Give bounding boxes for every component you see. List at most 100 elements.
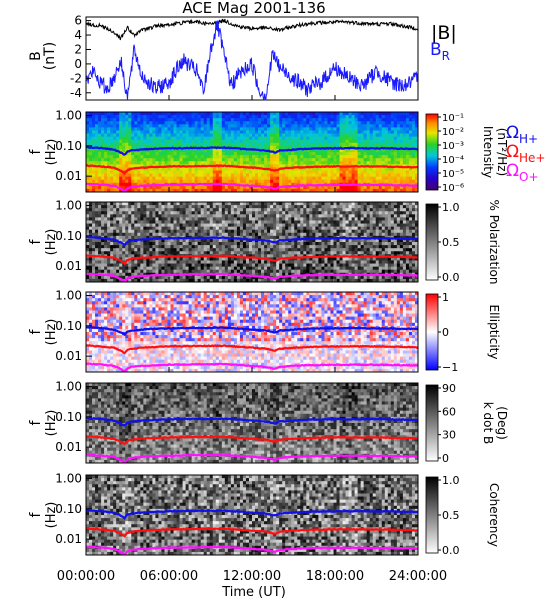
spectrogram-cell (321, 232, 325, 237)
spectrogram-cell (98, 152, 102, 156)
spectrogram-cell (92, 142, 96, 147)
spectrogram-cell (309, 161, 313, 165)
spectrogram-cell (396, 115, 401, 119)
spectrogram-cell (92, 155, 96, 159)
spectrogram-cell (155, 269, 159, 274)
spectrogram-cell (393, 161, 398, 165)
spectrogram-cell (107, 232, 111, 237)
spectrogram-cell (134, 208, 138, 212)
spectrogram-cell (360, 185, 365, 190)
spectrogram-cell (113, 208, 117, 212)
spectrogram-cell (294, 188, 298, 192)
spectrogram-cell (113, 269, 117, 274)
spectrogram-cell (348, 173, 352, 178)
spectrogram-cell (390, 161, 395, 165)
spectrogram-cell (306, 167, 310, 171)
spectrogram-cell (291, 152, 295, 156)
spectrogram-cell (188, 248, 193, 252)
spectrogram-cell (312, 205, 316, 209)
spectrogram-cell (89, 118, 93, 122)
spectrogram-cell (252, 124, 256, 128)
spectrogram-cell (294, 167, 298, 171)
spectrogram-cell (267, 152, 271, 156)
spectrogram-cell (197, 133, 202, 138)
he-plus-cyclotron-line (86, 163, 418, 176)
spectrogram-cell (110, 245, 114, 249)
spectrogram-cell (161, 127, 165, 131)
spectrogram-cell (182, 179, 186, 184)
spectrogram-cell (309, 266, 313, 271)
spectrogram-cell (318, 127, 322, 131)
spectrogram-cell (252, 188, 256, 192)
spectrogram-cell (128, 269, 132, 274)
spectrogram-cell (258, 220, 262, 224)
spectrogram-cell (267, 272, 271, 277)
spectrogram-cell (185, 251, 190, 255)
spectrogram-cell (134, 211, 138, 215)
spectrogram-cell (242, 148, 247, 153)
spectrogram-cell (203, 188, 208, 192)
spectrogram-cell (140, 257, 144, 261)
spectrogram-cell (155, 260, 159, 264)
spectrogram-cell (137, 152, 141, 156)
spectrogram-cell (267, 242, 271, 246)
spectrogram-cell (119, 263, 123, 268)
spectrogram-cell (188, 176, 193, 181)
spectrogram-cell (98, 188, 102, 192)
spectrogram-cell (191, 130, 196, 134)
spectrogram-cell (297, 148, 301, 153)
spectrogram-cell (110, 179, 114, 184)
spectrogram-cell (303, 142, 307, 147)
spectrogram-cell (273, 251, 277, 255)
spectrogram-cell (387, 121, 392, 125)
spectrogram-cell (194, 130, 199, 134)
spectrogram-cell (92, 223, 96, 228)
spectrogram-cell (89, 115, 93, 119)
spectrogram-cell (107, 167, 111, 171)
spectrogram-cell (176, 257, 180, 261)
spectrogram-cell (354, 161, 359, 165)
spectrogram-cell (306, 205, 310, 209)
colorbar-tick-label: 10⁻¹ (442, 113, 464, 124)
spectrogram-cell (408, 182, 413, 187)
spectrogram-cell (411, 188, 416, 192)
spectrogram-cell (218, 248, 223, 252)
spectrogram-cell (258, 242, 262, 246)
spectrogram-cell (221, 158, 226, 162)
spectrogram-cell (405, 155, 410, 159)
spectrogram-cell (285, 266, 289, 271)
spectrogram-cell (152, 266, 156, 271)
spectrogram-cell (270, 232, 274, 237)
spectrogram-cell (288, 118, 292, 122)
spectrogram-cell (113, 179, 117, 184)
spectrogram-cell (113, 223, 117, 228)
spectrogram-cell (375, 121, 380, 125)
spectrogram-cell (282, 139, 286, 144)
spectrogram-cell (158, 229, 162, 234)
spectrogram-cell (248, 161, 253, 165)
spectrogram-cell (285, 179, 289, 184)
spectrogram-cell (297, 152, 301, 156)
spectrogram-cell (366, 170, 371, 174)
spectrogram-cell (312, 208, 316, 212)
spectrogram-cell (239, 220, 244, 224)
spectrogram-cell (197, 251, 202, 255)
spectrogram-cell (321, 152, 325, 156)
spectrogram-cell (396, 161, 401, 165)
spectrogram-cell (282, 182, 286, 187)
spectrogram-cell (294, 254, 298, 258)
spectrogram-cell (291, 121, 295, 125)
spectrogram-cell (191, 170, 196, 174)
spectrogram-cell (264, 263, 268, 268)
spectrogram-cell (396, 145, 401, 150)
spectrogram-cell (258, 112, 262, 116)
spectrogram-cell (143, 220, 147, 224)
spectrogram-cell (291, 185, 295, 190)
spectrogram-cell (264, 112, 268, 116)
spectrogram-cell (224, 167, 229, 171)
spectrogram-cell (92, 127, 96, 131)
spectrogram-cell (164, 148, 168, 153)
spectrogram-cell (324, 248, 328, 252)
spectrogram-cell (158, 205, 162, 209)
spectrogram-cell (387, 148, 392, 153)
